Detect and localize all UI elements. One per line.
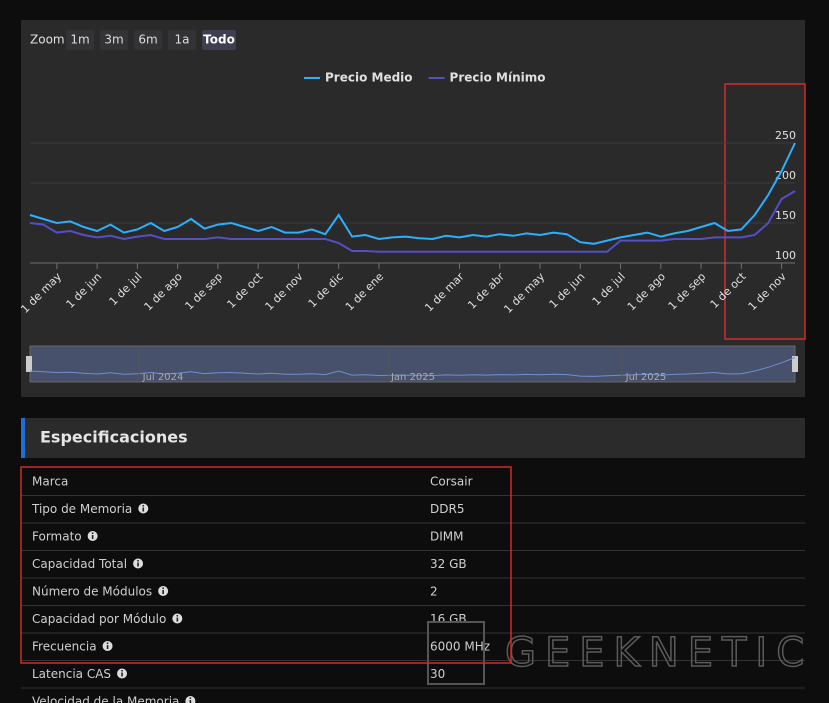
legend-label[interactable]: Precio Medio xyxy=(325,71,413,85)
navigator-label: Jul 2025 xyxy=(625,372,667,383)
spec-label: Marca xyxy=(32,475,68,489)
spec-value: 2 xyxy=(430,585,438,599)
spec-value: 16 GB xyxy=(430,612,467,626)
spec-value: 32 GB xyxy=(430,557,467,571)
info-icon-glyph xyxy=(137,563,139,567)
spec-label: Capacidad Total xyxy=(32,557,127,571)
zoom-button-label[interactable]: Todo xyxy=(203,33,235,47)
section-title: Especificaciones xyxy=(40,428,188,447)
spec-value: Corsair xyxy=(430,475,473,489)
navigator-label: Jul 2024 xyxy=(142,372,184,383)
spec-value: DDR5 xyxy=(430,502,464,516)
spec-label: Latencia CAS xyxy=(32,667,111,681)
navigator-label: Jan 2025 xyxy=(390,372,435,383)
info-icon-glyph xyxy=(190,698,192,700)
navigator-handle[interactable] xyxy=(26,356,32,372)
info-icon-glyph xyxy=(92,535,94,539)
info-icon-glyph xyxy=(92,533,94,535)
spec-label: Tipo de Memoria xyxy=(31,502,132,516)
info-icon-glyph xyxy=(162,590,164,594)
zoom-label: Zoom xyxy=(30,33,65,47)
info-icon-glyph xyxy=(121,670,123,672)
info-icon-glyph xyxy=(107,645,109,649)
spec-label: Capacidad por Módulo xyxy=(32,612,166,626)
spec-value: 6000 MHz xyxy=(430,640,490,654)
info-icon-glyph xyxy=(177,618,179,622)
zoom-button-label[interactable]: 1m xyxy=(70,33,89,47)
spec-label: Velocidad de la Memoria xyxy=(32,695,179,703)
info-icon-glyph xyxy=(137,560,139,562)
watermark: GEEKNETIC xyxy=(505,630,813,676)
spec-label: Formato xyxy=(32,530,82,544)
info-icon-glyph xyxy=(142,508,144,512)
zoom-button-label[interactable]: 1a xyxy=(175,33,190,47)
chart-panel xyxy=(21,20,805,397)
info-icon-glyph xyxy=(107,643,109,645)
spec-value: DIMM xyxy=(430,530,464,544)
zoom-button-label[interactable]: 3m xyxy=(104,33,123,47)
legend-label[interactable]: Precio Mínimo xyxy=(450,71,546,85)
spec-label: Número de Módulos xyxy=(32,585,152,599)
y-tick-label: 100 xyxy=(775,249,796,262)
zoom-button-label[interactable]: 6m xyxy=(138,33,157,47)
info-icon-glyph xyxy=(142,505,144,507)
spec-label: Frecuencia xyxy=(32,640,97,654)
y-tick-label: 150 xyxy=(775,209,796,222)
section-accent xyxy=(21,418,25,458)
info-icon-glyph xyxy=(162,588,164,590)
spec-value: 30 xyxy=(430,667,445,681)
y-tick-label: 250 xyxy=(775,129,796,142)
info-icon-glyph xyxy=(177,615,179,617)
info-icon-glyph xyxy=(121,673,123,677)
